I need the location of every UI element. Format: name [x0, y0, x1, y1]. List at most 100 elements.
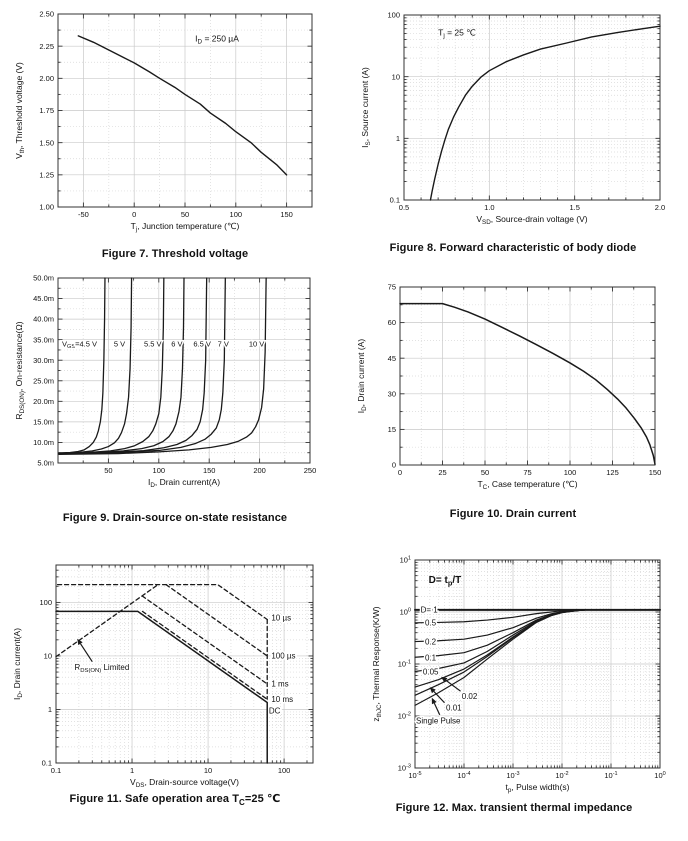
label-d-1: D= 1: [421, 606, 439, 615]
y-tick-label: 1.50: [39, 138, 54, 147]
y-axis-label: Vth, Threshold voltage (V): [14, 62, 26, 159]
y-tick-label: 10-2: [398, 711, 411, 720]
figure-7: -50 0 50 100 150 1.00 1.25 1.50 1.75 2.00 2.25 2.50…: [8, 4, 342, 260]
y-tick-label: 1: [48, 705, 52, 714]
label-0.05: 0.05: [423, 668, 439, 677]
y-tick-label: 1.00: [39, 203, 54, 212]
y-tick-label: 45: [388, 354, 396, 363]
label-10-v: 10 V: [249, 339, 264, 348]
label-v-gs-4.5-v: VGS=4.5 V: [62, 339, 97, 350]
x-tick-label: 0.1: [51, 766, 61, 775]
label-5-v: 5 V: [114, 339, 125, 348]
x-axis-label: Tj, Junction temperature (℃): [131, 221, 240, 233]
y-tick-label: 35.0m: [33, 335, 54, 344]
curve-vgs-6.5v: [58, 277, 208, 455]
y-axis-label: zthJC, Thermal Response(K/W): [371, 606, 383, 721]
label-6.5-v: 6.5 V: [193, 339, 211, 348]
y-tick-label: 2.00: [39, 74, 54, 83]
y-tick-label: 10-1: [398, 659, 411, 668]
label-r-ds-on-limited: RDS(ON) Limited: [74, 663, 129, 674]
figure-9-plot: 50 100 150 200 250 5.0m 10.0m 15.0m 20.0m 25.0m 30…: [14, 274, 317, 489]
x-tick-label: 50: [104, 466, 112, 475]
label-10-s: 10 µs: [271, 613, 291, 622]
label-0.02: 0.02: [462, 692, 478, 701]
y-tick-label: 0: [392, 461, 396, 470]
label-i-d-250-a: ID = 250 µA: [195, 33, 239, 45]
label-5.5-v: 5.5 V: [144, 339, 162, 348]
figure-10-caption: Figure 10. Drain current: [449, 508, 577, 520]
label-10-ms: 10 ms: [271, 695, 293, 704]
curve-drain-current-derating: [399, 302, 656, 466]
x-tick-label: 10-5: [408, 771, 421, 780]
x-tick-label: 200: [253, 466, 266, 475]
x-tick-label: 10-2: [555, 771, 568, 780]
x-tick-label: 75: [523, 468, 531, 477]
x-tick-label: 2.0: [655, 203, 665, 212]
y-tick-label: 10: [44, 652, 52, 661]
y-tick-label: 40.0m: [33, 315, 54, 324]
label-0.1: 0.1: [425, 653, 437, 662]
x-tick-label: 125: [606, 468, 619, 477]
figure-7-plot: -50 0 50 100 150 1.00 1.25 1.50 1.75 2.00 2.25 2.50…: [14, 10, 313, 233]
y-tick-label: 0.1: [390, 196, 400, 205]
figure-11-plot: 0.1 1 10 100 0.1 1 10 100 VDS, Drain-source volt…: [12, 564, 314, 789]
y-axis-label: RDS(ON), On-resistance(Ω): [14, 321, 26, 419]
annotation-arrowhead: [441, 676, 448, 683]
x-tick-label: 100: [654, 771, 665, 780]
label-0.2: 0.2: [425, 637, 437, 646]
y-tick-label: 0.1: [42, 759, 52, 768]
x-tick-label: 0: [398, 468, 402, 477]
annotation-arrow: [433, 691, 445, 704]
y-tick-label: 15: [388, 425, 396, 434]
label-6-v: 6 V: [171, 339, 182, 348]
figure-11-caption: Figure 11. Safe operation area TC=25 ℃: [69, 793, 281, 808]
annotation-arrow: [79, 643, 93, 663]
figure-8-caption: Figure 8. Forward characteristic of body…: [389, 242, 637, 254]
figure-9: 50 100 150 200 250 5.0m 10.0m 15.0m 20.0m 25.0m 30…: [8, 270, 342, 524]
y-tick-label: 100: [39, 598, 52, 607]
curve-threshold-voltage: [77, 35, 288, 176]
x-tick-label: 10-1: [604, 771, 617, 780]
y-axis-label: ID, Drain current(A): [12, 628, 24, 700]
figure-9-caption: Figure 9. Drain-source on-state resistan…: [62, 512, 288, 524]
x-tick-label: 50: [181, 210, 189, 219]
figure-12: 10-5 10-4 10-3 10-2 10-1 100 10-3 10-2 10-1 100 10…: [346, 550, 682, 814]
label-0.5: 0.5: [425, 619, 437, 628]
x-tick-label: 10-4: [457, 771, 470, 780]
y-tick-label: 2.25: [39, 42, 54, 51]
y-axis-label: ID, Drain current (A): [356, 339, 368, 414]
x-axis-label: TC, Case temperature (℃): [477, 479, 577, 491]
x-tick-label: 100: [278, 766, 291, 775]
figure-7-caption: Figure 7. Threshold voltage: [101, 248, 249, 260]
curve-soa-10ms: [141, 610, 268, 700]
label-0.01: 0.01: [446, 703, 462, 712]
curve-duty-0.01: [414, 609, 661, 696]
x-tick-label: 250: [304, 466, 317, 475]
y-tick-label: 60: [388, 318, 396, 327]
annotation-arrowhead: [431, 697, 437, 705]
x-tick-label: 100: [564, 468, 577, 477]
figure-10: 0 25 50 75 100 125 150 0 15 30 45 60 75 TC, Case temp…: [346, 276, 680, 520]
x-tick-label: 0.5: [399, 203, 409, 212]
figure-12-caption: Figure 12. Max. transient thermal impeda…: [395, 802, 633, 814]
curve-soa-dc: [55, 610, 268, 764]
y-tick-label: 101: [400, 555, 411, 564]
y-axis-label: IS, Source current (A): [360, 67, 372, 148]
figure-12-plot: 10-5 10-4 10-3 10-2 10-1 100 10-3 10-2 10-1 100 10…: [371, 555, 666, 794]
x-tick-label: 0: [132, 210, 136, 219]
annotation-arrow: [445, 679, 461, 692]
figure-8-plot: 0.5 1.0 1.5 2.0 0.1 1 10 100 VSD, Source-drain v…: [360, 11, 665, 226]
x-tick-label: 25: [438, 468, 446, 477]
y-tick-label: 30.0m: [33, 356, 54, 365]
curve-vgs-5.5v: [58, 277, 165, 455]
label-dc: DC: [269, 706, 281, 715]
x-axis-label: tp, Pulse width(s): [506, 782, 570, 794]
annotation-arrowhead: [429, 687, 436, 694]
label-100-s: 100 µs: [271, 652, 295, 661]
x-tick-label: 1.0: [484, 203, 494, 212]
x-tick-label: 50: [481, 468, 489, 477]
y-tick-label: 1: [396, 134, 400, 143]
curve-vgs-4.5v: [58, 277, 106, 454]
x-tick-label: 1.5: [569, 203, 579, 212]
